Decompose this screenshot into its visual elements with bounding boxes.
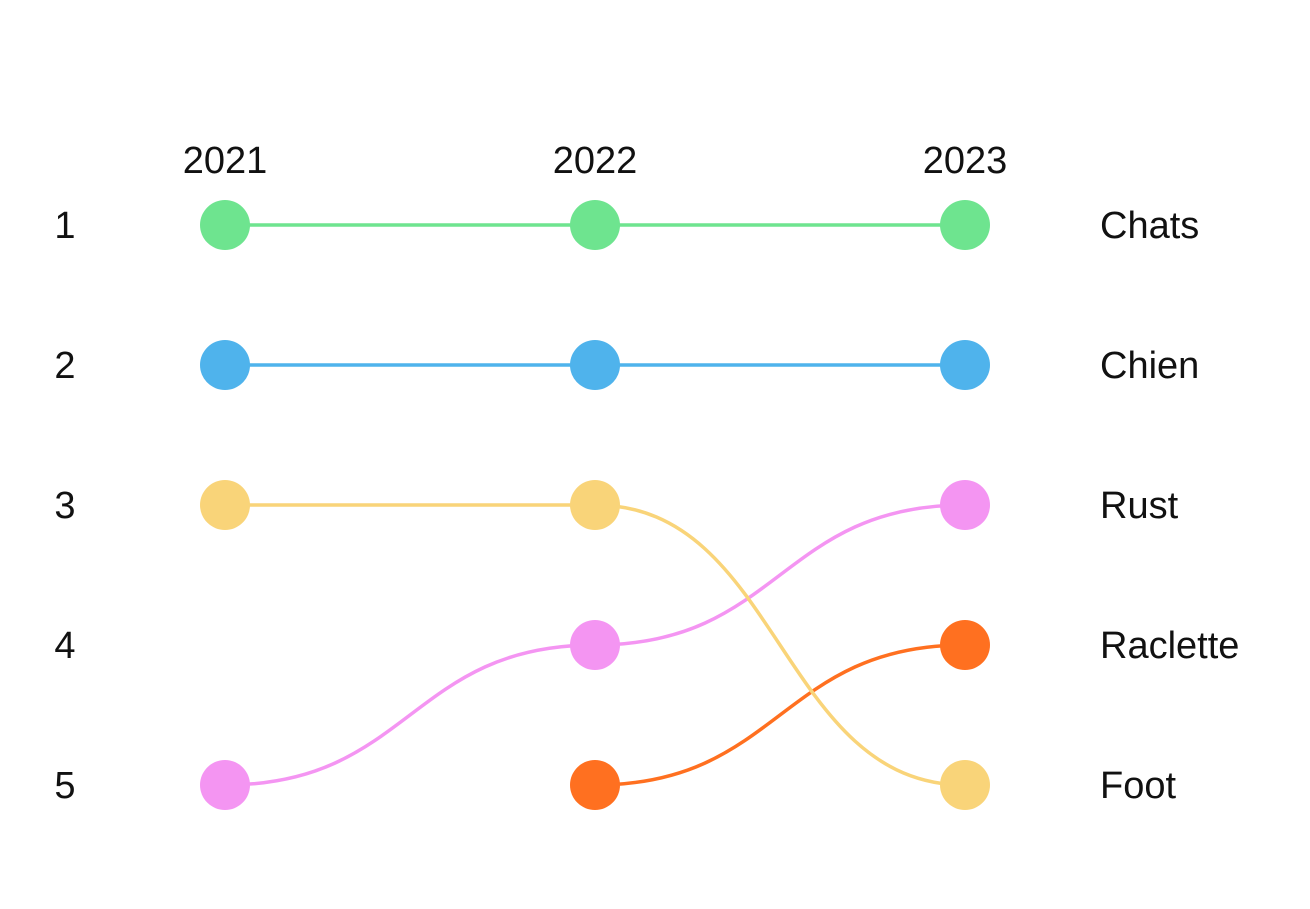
point-chien-2022 bbox=[570, 340, 620, 390]
series-label-raclette: Raclette bbox=[1100, 625, 1239, 667]
series-line-foot bbox=[225, 503, 966, 787]
series-label-chats: Chats bbox=[1100, 205, 1199, 247]
point-chien-2023 bbox=[940, 340, 990, 390]
point-foot-2023 bbox=[940, 760, 990, 810]
rank-label-4: 4 bbox=[54, 625, 75, 667]
rank-label-5: 5 bbox=[54, 765, 75, 807]
point-chats-2023 bbox=[940, 200, 990, 250]
rank-label-2: 2 bbox=[54, 345, 75, 387]
series-label-foot: Foot bbox=[1100, 765, 1176, 807]
rank-label-3: 3 bbox=[54, 485, 75, 527]
series-label-chien: Chien bbox=[1100, 345, 1199, 387]
series-line-raclette bbox=[594, 643, 966, 787]
rank-label-1: 1 bbox=[54, 205, 75, 247]
chart-labels: 2021 2022 2023 1 2 3 4 5 Chats Chien Rust Raclette F… bbox=[54, 140, 1239, 807]
point-rust-2022 bbox=[570, 620, 620, 670]
point-raclette-2022 bbox=[570, 760, 620, 810]
point-raclette-2023 bbox=[940, 620, 990, 670]
point-chien-2021 bbox=[200, 340, 250, 390]
point-foot-2021 bbox=[200, 480, 250, 530]
series-label-rust: Rust bbox=[1100, 485, 1179, 527]
year-label-2023: 2023 bbox=[923, 140, 1008, 182]
point-chats-2021 bbox=[200, 200, 250, 250]
year-label-2021: 2021 bbox=[183, 140, 268, 182]
series-points bbox=[200, 200, 990, 810]
year-label-2022: 2022 bbox=[553, 140, 638, 182]
point-rust-2021 bbox=[200, 760, 250, 810]
point-foot-2022 bbox=[570, 480, 620, 530]
point-chats-2022 bbox=[570, 200, 620, 250]
point-rust-2023 bbox=[940, 480, 990, 530]
